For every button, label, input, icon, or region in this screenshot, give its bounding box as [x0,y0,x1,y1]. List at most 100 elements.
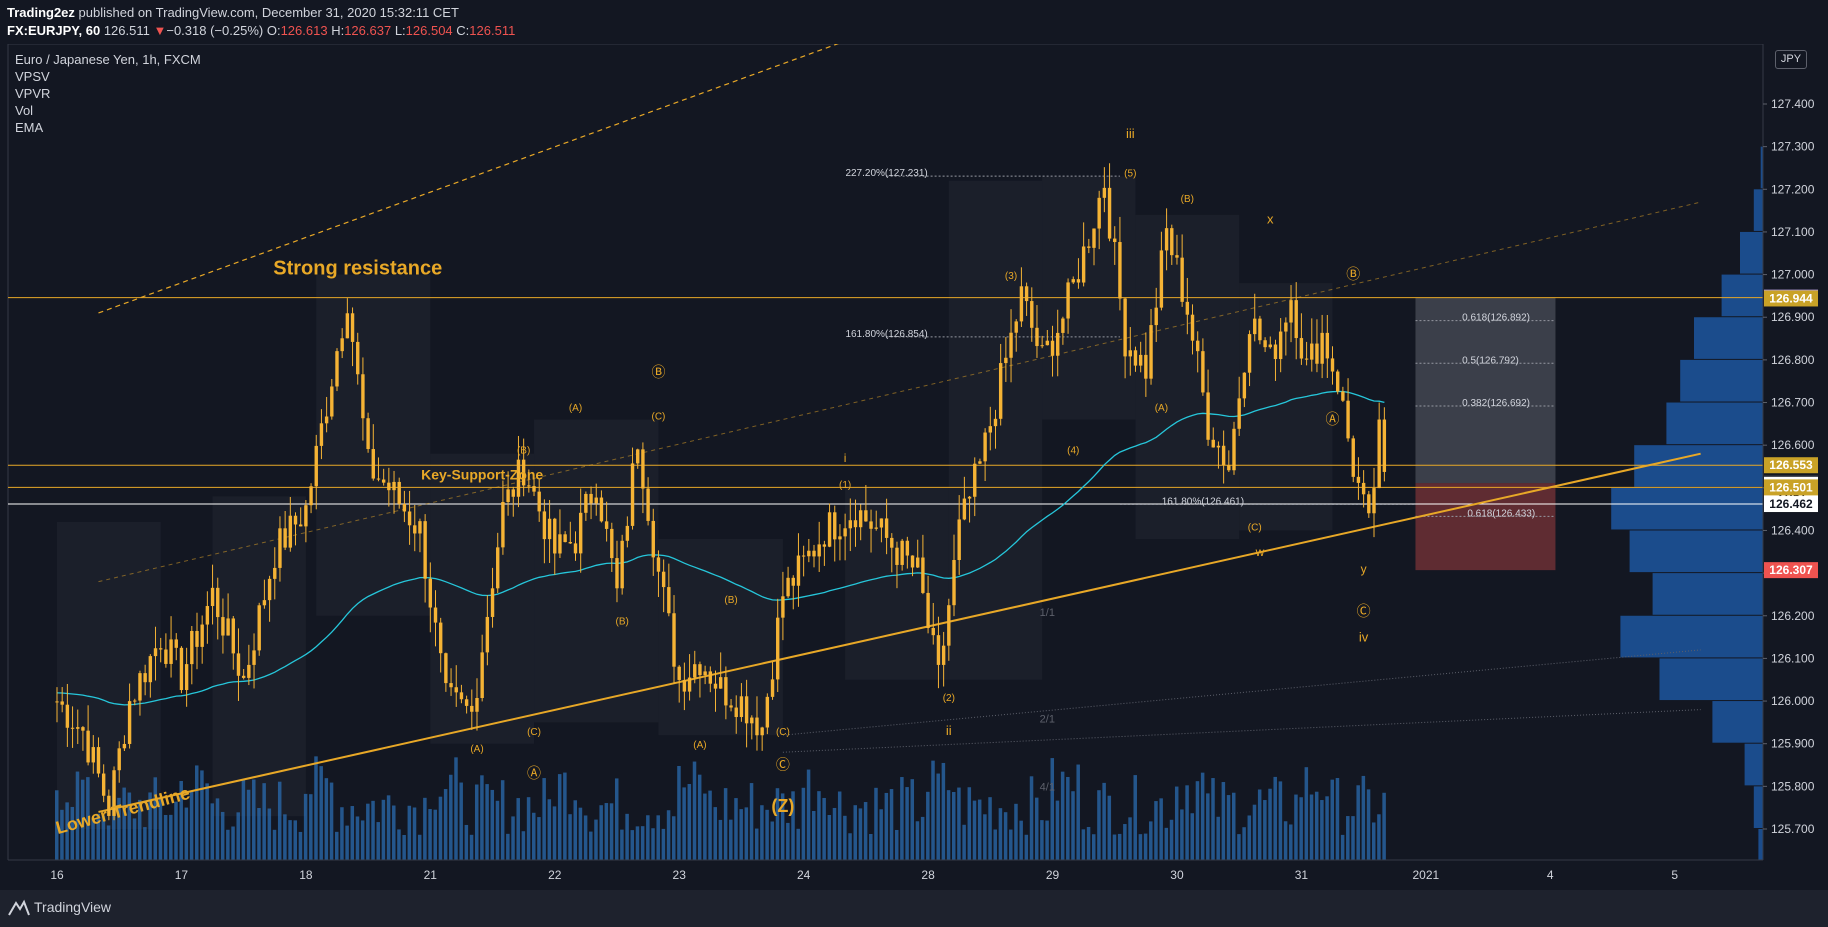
volume-profile-bar [1666,402,1763,445]
candle-body [884,518,889,538]
candle-body [812,550,816,557]
time-tick-label: 21 [424,868,438,882]
volume-bar [604,803,609,860]
candle-body [1123,298,1127,357]
indicator-title[interactable]: Euro / Japanese Yen, 1h, FXCM [15,52,201,67]
candle-body [319,423,324,446]
price-label-box [1764,479,1818,496]
tradingview-logo-icon[interactable] [8,899,30,917]
author-name[interactable]: Trading2ez [7,5,75,20]
volume-bar [697,774,702,860]
candle-body [350,313,355,342]
volume-profile-bar [1740,231,1763,274]
volume-bar [1169,819,1174,860]
candle-body [1346,400,1350,439]
candle-body [1066,282,1070,319]
volume-bar [557,774,562,860]
candle-body [91,747,95,763]
candle-body [1180,257,1184,302]
volume-profile-bar [1652,573,1763,615]
volume-bar [75,771,80,860]
time-tick-label: 18 [299,868,313,882]
volume-bar [309,794,313,860]
volume-bar [884,792,889,860]
candle-body [558,534,562,554]
candle-body [807,550,811,557]
volume-bar [220,811,225,860]
candle-body [1164,228,1169,251]
gann-line [782,649,1701,736]
volume-bar [407,805,412,860]
candle-body [241,675,246,678]
chart-annotation: (C) [527,727,541,738]
volume-bar [920,816,925,860]
candle-body [957,519,961,561]
volume-bar [936,773,940,860]
volume-bar [583,815,588,860]
candle-body [547,518,552,540]
candle-body [252,650,256,665]
volume-bar [1071,791,1075,860]
candle-body [387,482,391,491]
candle-body [122,743,127,749]
chart-annotation: y [1361,562,1367,576]
volume-bar [189,791,194,860]
volume-bar [1174,786,1179,860]
volume-bar [1216,816,1220,860]
volume-bar [169,814,173,860]
candle-body [309,486,313,506]
volume-bar [1200,772,1205,860]
volume-bar [1159,798,1163,860]
indicator-vol[interactable]: Vol [15,103,34,118]
chart-annotation: 0.618(126.433) [1467,508,1535,519]
volume-bar [117,797,121,860]
chart-annotation: (B) [615,616,628,627]
volume-bar [1231,792,1236,860]
indicator-ema[interactable]: EMA [15,120,44,135]
volume-bar [194,765,199,860]
candle-body [589,493,593,504]
candle-body [750,717,754,724]
candle-body [620,540,624,589]
chart-annotation: Ⓒ [776,756,790,772]
volume-bar [340,807,344,860]
indicator-vpsv[interactable]: VPSV [15,69,50,84]
candle-body [646,488,650,521]
volume-bar [1371,822,1376,860]
volume-bar [760,805,764,860]
volume-bar [547,799,552,860]
candle-body [267,578,272,601]
chart-annotation: Ⓐ [527,765,541,781]
candle-body [376,478,381,480]
candle-body [65,704,70,728]
indicator-vpvr[interactable]: VPVR [15,86,51,101]
volume-bar [1314,791,1319,860]
candle-body [174,639,178,648]
currency-badge[interactable]: JPY [1775,50,1807,69]
volume-bar [1340,834,1345,860]
volume-bar [853,805,857,860]
time-tick-label: 28 [921,868,935,882]
close-label: C: [456,23,470,38]
volume-bar [1029,776,1034,860]
candle-body [998,363,1003,419]
volume-bar [635,826,640,860]
candle-body [392,481,396,491]
volume-bar [417,834,422,860]
candle-body [1154,307,1158,326]
tradingview-brand[interactable]: TradingView [34,899,112,915]
chart-annotation: (B) [1181,194,1194,205]
candle-body [796,555,801,586]
volume-profile-bar [1694,317,1763,359]
volume-bar [1009,829,1013,860]
symbol-name[interactable]: FX:EURJPY, 60 [7,23,101,38]
candle-body [1081,246,1086,283]
volume-bar [998,808,1003,860]
time-tick-label: 31 [1295,868,1309,882]
volume-bar [941,762,946,860]
volume-bar [137,799,142,860]
volume-bar [672,816,676,860]
candle-body [96,747,101,774]
high-value: 126.637 [344,23,392,38]
